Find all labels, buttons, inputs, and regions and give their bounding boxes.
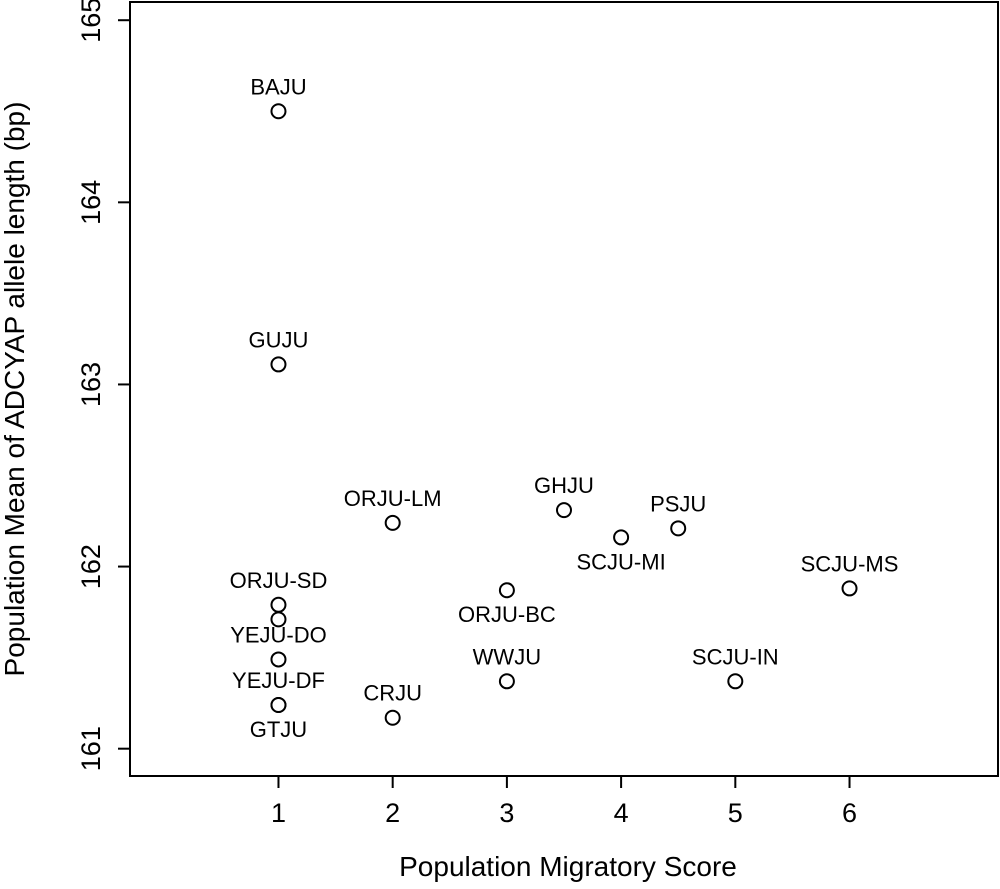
data-point xyxy=(841,580,858,597)
data-points: BAJU GUJU ORJU-LM GHJU PSJU SCJU-MI SCJU-MS ORJ… xyxy=(230,74,899,742)
y-tick-label: 165 xyxy=(76,0,106,43)
point-label: YEJU-DO xyxy=(230,622,327,647)
x-axis-title: Population Migratory Score xyxy=(399,851,737,882)
x-tick-label: 1 xyxy=(271,798,286,828)
y-tick-label: 161 xyxy=(76,726,106,771)
point-label: GUJU xyxy=(249,327,309,352)
data-point xyxy=(270,103,287,120)
x-tick-label: 3 xyxy=(499,798,514,828)
point-label: ORJU-LM xyxy=(344,486,442,511)
y-axis: 161 162 163 164 165 xyxy=(76,0,130,771)
x-tick-label: 4 xyxy=(614,798,629,828)
point-label: BAJU xyxy=(250,74,306,99)
plot-frame xyxy=(129,1,999,777)
data-point xyxy=(613,529,630,546)
data-point xyxy=(670,520,687,537)
point-label: YEJU-DF xyxy=(232,668,325,693)
y-tick-label: 163 xyxy=(76,362,106,407)
x-tick-label: 6 xyxy=(842,798,857,828)
point-label: SCJU-MS xyxy=(801,551,899,576)
data-point xyxy=(270,651,287,668)
data-point xyxy=(270,596,287,613)
data-point xyxy=(270,611,287,628)
point-label: SCJU-MI xyxy=(576,549,665,574)
point-label: GTJU xyxy=(250,717,307,742)
data-point xyxy=(498,582,515,599)
y-tick-label: 162 xyxy=(76,544,106,589)
x-tick-label: 5 xyxy=(728,798,743,828)
y-tick-label: 164 xyxy=(76,180,106,225)
data-point xyxy=(498,673,515,690)
data-point xyxy=(270,356,287,373)
y-axis-title: Population Mean of ADCYAP allele length … xyxy=(0,102,30,677)
point-label: PSJU xyxy=(650,491,706,516)
data-point xyxy=(727,673,744,690)
x-axis: 1 2 3 4 5 6 xyxy=(271,776,857,828)
data-point xyxy=(556,502,572,519)
x-tick-label: 2 xyxy=(385,798,400,828)
data-point xyxy=(270,696,287,713)
data-point xyxy=(384,514,401,531)
data-point xyxy=(384,709,401,726)
point-label: WWJU xyxy=(473,644,541,669)
point-label: GHJU xyxy=(534,473,594,498)
point-label: SCJU-IN xyxy=(692,644,779,669)
point-label: ORJU-BC xyxy=(458,602,556,627)
point-label: CRJU xyxy=(363,681,422,706)
point-label: ORJU-SD xyxy=(230,568,328,593)
